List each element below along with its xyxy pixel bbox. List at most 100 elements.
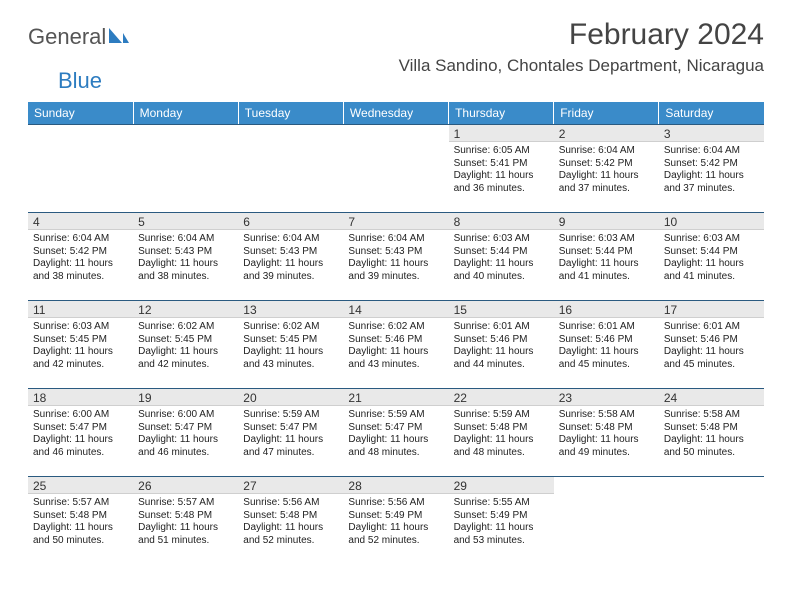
daylight-line: Daylight: 11 hours and 50 minutes. [33,522,128,547]
sunset-line: Sunset: 5:42 PM [559,158,654,171]
calendar-day-cell: 23Sunrise: 5:58 AMSunset: 5:48 PMDayligh… [554,388,659,476]
day-details: Sunrise: 5:55 AMSunset: 5:49 PMDaylight:… [449,494,554,551]
calendar-day-cell: 18Sunrise: 6:00 AMSunset: 5:47 PMDayligh… [28,388,133,476]
sunset-line: Sunset: 5:45 PM [243,334,338,347]
day-details: Sunrise: 6:03 AMSunset: 5:44 PMDaylight:… [449,230,554,287]
sunset-line: Sunset: 5:42 PM [664,158,759,171]
calendar-table: SundayMondayTuesdayWednesdayThursdayFrid… [28,102,764,564]
calendar-day-cell: 15Sunrise: 6:01 AMSunset: 5:46 PMDayligh… [449,300,554,388]
daylight-line: Daylight: 11 hours and 38 minutes. [138,258,233,283]
sunset-line: Sunset: 5:48 PM [243,510,338,523]
day-details: Sunrise: 5:56 AMSunset: 5:49 PMDaylight:… [343,494,448,551]
weekday-header: Sunday [28,102,133,124]
day-details: Sunrise: 5:58 AMSunset: 5:48 PMDaylight:… [659,406,764,463]
day-details: Sunrise: 6:04 AMSunset: 5:42 PMDaylight:… [28,230,133,287]
sunset-line: Sunset: 5:43 PM [243,246,338,259]
calendar-day-cell: 12Sunrise: 6:02 AMSunset: 5:45 PMDayligh… [133,300,238,388]
calendar-day-cell: 3Sunrise: 6:04 AMSunset: 5:42 PMDaylight… [659,124,764,212]
calendar-day-cell [659,476,764,564]
day-details: Sunrise: 6:02 AMSunset: 5:46 PMDaylight:… [343,318,448,375]
sunrise-line: Sunrise: 6:04 AM [559,145,654,158]
calendar-day-cell: 8Sunrise: 6:03 AMSunset: 5:44 PMDaylight… [449,212,554,300]
calendar-week-row: 11Sunrise: 6:03 AMSunset: 5:45 PMDayligh… [28,300,764,388]
calendar-day-cell: 5Sunrise: 6:04 AMSunset: 5:43 PMDaylight… [133,212,238,300]
day-details: Sunrise: 5:59 AMSunset: 5:47 PMDaylight:… [343,406,448,463]
sunset-line: Sunset: 5:48 PM [559,422,654,435]
day-details: Sunrise: 6:00 AMSunset: 5:47 PMDaylight:… [133,406,238,463]
daylight-line: Daylight: 11 hours and 43 minutes. [348,346,443,371]
day-details: Sunrise: 6:04 AMSunset: 5:42 PMDaylight:… [659,142,764,199]
day-number: 27 [238,476,343,494]
sunrise-line: Sunrise: 6:01 AM [664,321,759,334]
sunrise-line: Sunrise: 6:04 AM [33,233,128,246]
sunrise-line: Sunrise: 6:04 AM [348,233,443,246]
day-details: Sunrise: 5:57 AMSunset: 5:48 PMDaylight:… [133,494,238,551]
day-number: 11 [28,300,133,318]
calendar-day-cell: 6Sunrise: 6:04 AMSunset: 5:43 PMDaylight… [238,212,343,300]
day-details: Sunrise: 5:58 AMSunset: 5:48 PMDaylight:… [554,406,659,463]
sunset-line: Sunset: 5:48 PM [454,422,549,435]
sunrise-line: Sunrise: 5:59 AM [348,409,443,422]
daylight-line: Daylight: 11 hours and 52 minutes. [243,522,338,547]
weekday-header: Monday [133,102,238,124]
sunrise-line: Sunrise: 6:02 AM [243,321,338,334]
sunrise-line: Sunrise: 6:03 AM [454,233,549,246]
day-details: Sunrise: 6:02 AMSunset: 5:45 PMDaylight:… [133,318,238,375]
calendar-day-cell [28,124,133,212]
day-details: Sunrise: 6:01 AMSunset: 5:46 PMDaylight:… [449,318,554,375]
day-details: Sunrise: 6:04 AMSunset: 5:43 PMDaylight:… [343,230,448,287]
sunrise-line: Sunrise: 6:01 AM [559,321,654,334]
weekday-header: Friday [554,102,659,124]
calendar-day-cell: 9Sunrise: 6:03 AMSunset: 5:44 PMDaylight… [554,212,659,300]
sunset-line: Sunset: 5:41 PM [454,158,549,171]
daylight-line: Daylight: 11 hours and 42 minutes. [33,346,128,371]
daylight-line: Daylight: 11 hours and 43 minutes. [243,346,338,371]
sunset-line: Sunset: 5:44 PM [559,246,654,259]
sunrise-line: Sunrise: 6:02 AM [138,321,233,334]
daylight-line: Daylight: 11 hours and 46 minutes. [138,434,233,459]
calendar-day-cell: 4Sunrise: 6:04 AMSunset: 5:42 PMDaylight… [28,212,133,300]
day-details: Sunrise: 6:03 AMSunset: 5:44 PMDaylight:… [659,230,764,287]
sunrise-line: Sunrise: 6:00 AM [138,409,233,422]
sunset-line: Sunset: 5:47 PM [348,422,443,435]
logo: General [28,18,132,50]
day-number: 26 [133,476,238,494]
day-number: 2 [554,124,659,142]
sunset-line: Sunset: 5:45 PM [138,334,233,347]
sunrise-line: Sunrise: 5:57 AM [138,497,233,510]
calendar-day-cell: 28Sunrise: 5:56 AMSunset: 5:49 PMDayligh… [343,476,448,564]
sunset-line: Sunset: 5:49 PM [454,510,549,523]
day-number [238,124,343,142]
day-number: 23 [554,388,659,406]
daylight-line: Daylight: 11 hours and 45 minutes. [664,346,759,371]
daylight-line: Daylight: 11 hours and 39 minutes. [348,258,443,283]
calendar-day-cell: 13Sunrise: 6:02 AMSunset: 5:45 PMDayligh… [238,300,343,388]
daylight-line: Daylight: 11 hours and 38 minutes. [33,258,128,283]
title-block: February 2024 Villa Sandino, Chontales D… [399,18,764,76]
calendar-day-cell: 19Sunrise: 6:00 AMSunset: 5:47 PMDayligh… [133,388,238,476]
calendar-day-cell: 20Sunrise: 5:59 AMSunset: 5:47 PMDayligh… [238,388,343,476]
daylight-line: Daylight: 11 hours and 51 minutes. [138,522,233,547]
sunrise-line: Sunrise: 6:04 AM [243,233,338,246]
sunset-line: Sunset: 5:43 PM [348,246,443,259]
day-details: Sunrise: 5:56 AMSunset: 5:48 PMDaylight:… [238,494,343,551]
sunset-line: Sunset: 5:46 PM [454,334,549,347]
daylight-line: Daylight: 11 hours and 42 minutes. [138,346,233,371]
day-details: Sunrise: 6:03 AMSunset: 5:45 PMDaylight:… [28,318,133,375]
sunrise-line: Sunrise: 5:58 AM [559,409,654,422]
calendar-week-row: 4Sunrise: 6:04 AMSunset: 5:42 PMDaylight… [28,212,764,300]
calendar-day-cell: 26Sunrise: 5:57 AMSunset: 5:48 PMDayligh… [133,476,238,564]
calendar-week-row: 18Sunrise: 6:00 AMSunset: 5:47 PMDayligh… [28,388,764,476]
sunrise-line: Sunrise: 6:03 AM [559,233,654,246]
daylight-line: Daylight: 11 hours and 46 minutes. [33,434,128,459]
calendar-day-cell: 21Sunrise: 5:59 AMSunset: 5:47 PMDayligh… [343,388,448,476]
day-number: 16 [554,300,659,318]
day-number: 17 [659,300,764,318]
sunset-line: Sunset: 5:48 PM [138,510,233,523]
day-number: 19 [133,388,238,406]
day-number: 1 [449,124,554,142]
sunrise-line: Sunrise: 5:55 AM [454,497,549,510]
day-number [659,476,764,494]
day-details: Sunrise: 5:59 AMSunset: 5:48 PMDaylight:… [449,406,554,463]
day-number: 7 [343,212,448,230]
